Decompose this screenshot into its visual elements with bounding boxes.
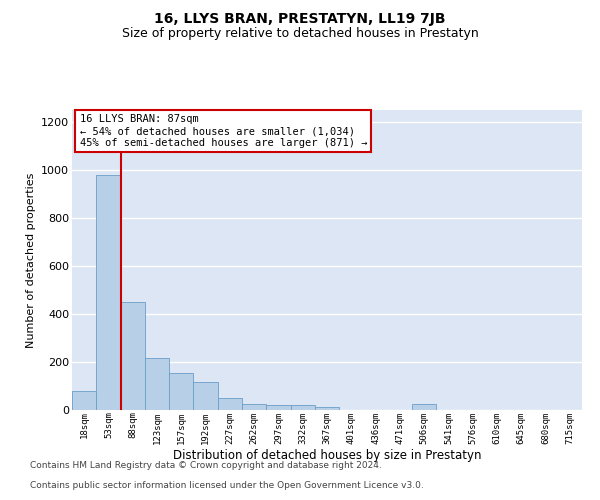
Text: Contains HM Land Registry data © Crown copyright and database right 2024.: Contains HM Land Registry data © Crown c… (30, 461, 382, 470)
Bar (412, 404, 436, 410)
Bar (266, 404, 290, 410)
Bar (169, 373, 193, 410)
Text: 16, LLYS BRAN, PRESTATYN, LL19 7JB: 16, LLYS BRAN, PRESTATYN, LL19 7JB (154, 12, 446, 26)
Bar (145, 358, 169, 410)
Bar (121, 302, 145, 410)
Text: Size of property relative to detached houses in Prestatyn: Size of property relative to detached ho… (122, 28, 478, 40)
Bar (218, 398, 242, 410)
Bar (315, 407, 339, 410)
Y-axis label: Number of detached properties: Number of detached properties (26, 172, 35, 348)
Bar (290, 405, 315, 410)
Text: Contains public sector information licensed under the Open Government Licence v3: Contains public sector information licen… (30, 481, 424, 490)
Bar (242, 404, 266, 410)
Bar (72, 391, 96, 410)
Bar (96, 175, 121, 410)
Bar (193, 382, 218, 410)
Text: 16 LLYS BRAN: 87sqm
← 54% of detached houses are smaller (1,034)
45% of semi-det: 16 LLYS BRAN: 87sqm ← 54% of detached ho… (80, 114, 367, 148)
X-axis label: Distribution of detached houses by size in Prestatyn: Distribution of detached houses by size … (173, 449, 481, 462)
